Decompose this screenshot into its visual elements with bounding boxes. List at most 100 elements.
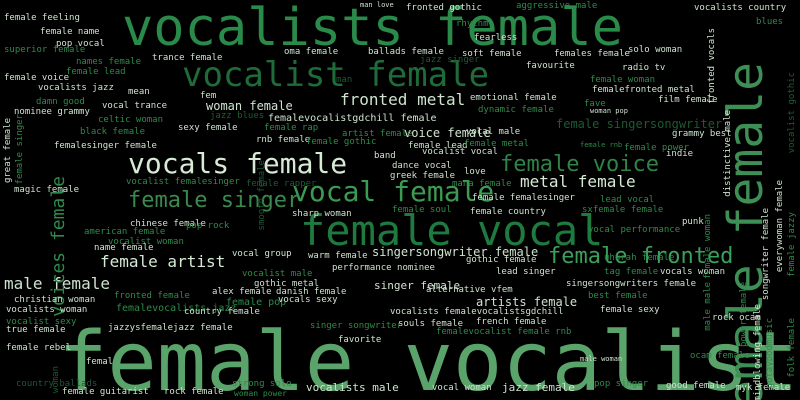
word: fronted vocals [707, 28, 717, 104]
word: punk [682, 217, 704, 227]
word: female country [470, 207, 546, 217]
word: distinctive male [723, 110, 733, 197]
word: rhythm [456, 19, 489, 29]
word: woman power [234, 389, 287, 398]
word: christian woman [14, 295, 96, 305]
word: power female [739, 282, 749, 348]
word: band [374, 151, 396, 161]
word: french female [476, 317, 547, 327]
word: names female [76, 57, 142, 67]
word: female woman [590, 75, 656, 85]
word: jazz singer [420, 55, 480, 65]
word: female name [40, 27, 100, 37]
word: american female [84, 227, 166, 237]
word: sharp woman [292, 209, 352, 219]
word: voice female [404, 126, 491, 140]
word: female voice [500, 152, 659, 177]
word: oma female [284, 47, 339, 57]
word: indie [666, 149, 694, 159]
word: woman pop [590, 107, 628, 115]
word: vocalists female [122, 0, 623, 58]
word: uhurah female [604, 253, 675, 263]
word: vocal trance [102, 101, 168, 111]
word: femalesinger female [54, 141, 157, 151]
word: jazz blues [210, 111, 265, 121]
word: female rnb [580, 141, 623, 149]
word: vocal woman [432, 383, 492, 393]
word: male woman [580, 355, 623, 363]
word: trance female [152, 53, 223, 63]
word: emotional female [470, 93, 557, 103]
word: country ballads [16, 379, 98, 389]
word: vocals sexy [278, 295, 338, 305]
word: love [464, 167, 486, 177]
word: fem [200, 91, 217, 101]
word: man [336, 75, 353, 85]
word: female gothic [306, 137, 377, 147]
word: fearless [474, 33, 518, 43]
word: female lead [408, 141, 468, 151]
word: pop singer [594, 379, 649, 389]
word: vocalists country [694, 3, 787, 13]
word: vocalists male [306, 381, 399, 394]
word: fronted metal [340, 90, 466, 109]
word: female singersongwriter [556, 117, 723, 131]
word: solo woman [628, 45, 683, 55]
word: vocalists woman [6, 305, 88, 315]
word: vocalist vocal [422, 147, 498, 157]
word: myk female [736, 383, 791, 393]
word: rnb female [256, 135, 311, 145]
word: greek female [390, 171, 456, 181]
word: femalevocalist female rnb [436, 327, 572, 337]
word: vocalists femalevocalistsgdchill [390, 307, 564, 317]
word: celtic woman [98, 115, 164, 125]
word: singersongwriters female [566, 279, 697, 289]
word: gotaypodmusic [765, 318, 775, 389]
word: female rap [264, 123, 319, 133]
word: female artist [100, 252, 226, 271]
word: rock female [164, 387, 224, 397]
word: woman female [206, 99, 293, 113]
word: singer songwriter [310, 321, 403, 331]
word: femal [86, 357, 114, 367]
word: soft female [462, 49, 522, 59]
word: woman [51, 366, 61, 394]
word: superior female [4, 45, 86, 55]
word: film female [658, 95, 718, 105]
word: ballads female [368, 47, 444, 57]
word: female metal [464, 139, 530, 149]
word: male female [4, 274, 110, 293]
word: good female [666, 381, 726, 391]
word: fronted female [114, 291, 190, 301]
word: sexy female [178, 123, 238, 133]
word: radio tv [622, 63, 666, 73]
word: female soul [392, 205, 452, 215]
word: man love [360, 1, 394, 9]
word: fave [584, 99, 606, 109]
word: female jazzy [787, 212, 797, 278]
word: vocalist male [242, 269, 313, 279]
word: vocalist femalesinger [126, 177, 240, 187]
word: female vocal [300, 206, 604, 255]
word: true female [6, 325, 66, 335]
word: gothic metal [254, 279, 320, 289]
word: alternative vfem [426, 285, 513, 295]
word: metal female [520, 172, 636, 191]
word: singersongwriter female [372, 245, 539, 259]
word: vocalist female [182, 55, 490, 95]
word: strong solo [232, 379, 292, 389]
word: jazzysfemalejazz female [108, 323, 233, 333]
word: rock ocam [712, 313, 761, 323]
word: vocals female [128, 147, 348, 180]
word: lead singer [496, 267, 556, 277]
word: vocalist woman [108, 237, 184, 247]
word: female rapper [246, 179, 317, 189]
word: male male [703, 282, 713, 331]
word: vocal group [232, 249, 292, 259]
word: artist female [342, 129, 413, 139]
word: tag female [604, 267, 659, 277]
word: lead vocal [600, 195, 655, 205]
word: souls female [398, 319, 464, 329]
word: female sexy [600, 305, 660, 315]
